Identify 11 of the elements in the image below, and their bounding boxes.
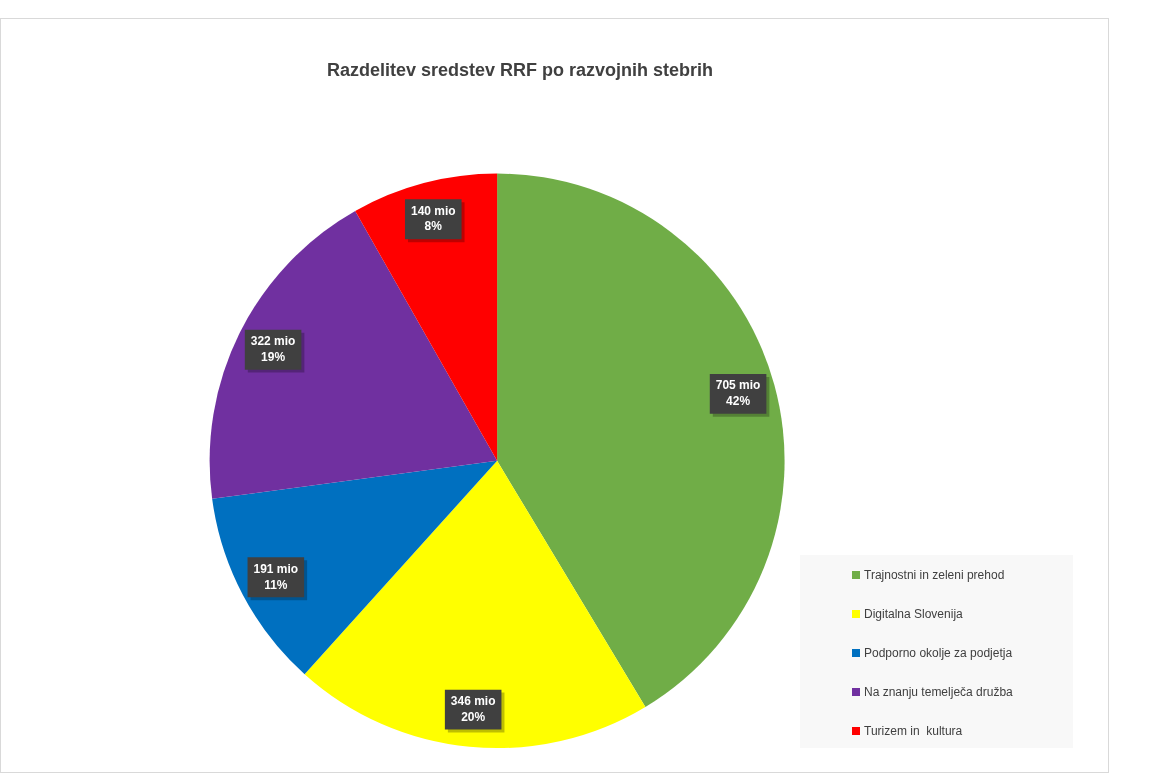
data-label: 140 mio 8% (410, 203, 456, 234)
legend-label: Turizem in kultura (864, 723, 963, 738)
data-label: 322 mio 19% (250, 334, 296, 364)
data-label: 346 mio 20% (450, 693, 496, 724)
legend-label: Na znanju temelječa družba (864, 684, 1013, 699)
data-label: 705 mio 42% (715, 378, 761, 409)
legend-label: Podporno okolje za podjetja (864, 645, 1013, 660)
data-label: 191 mio 11% (253, 561, 299, 592)
legend-label: Trajnostni in zeleni prehod (864, 567, 1005, 582)
legend-label: Digitalna Slovenija (864, 606, 963, 621)
chart-title: Razdelitev sredstev RRF po razvojnih stebrih (325, 60, 715, 81)
